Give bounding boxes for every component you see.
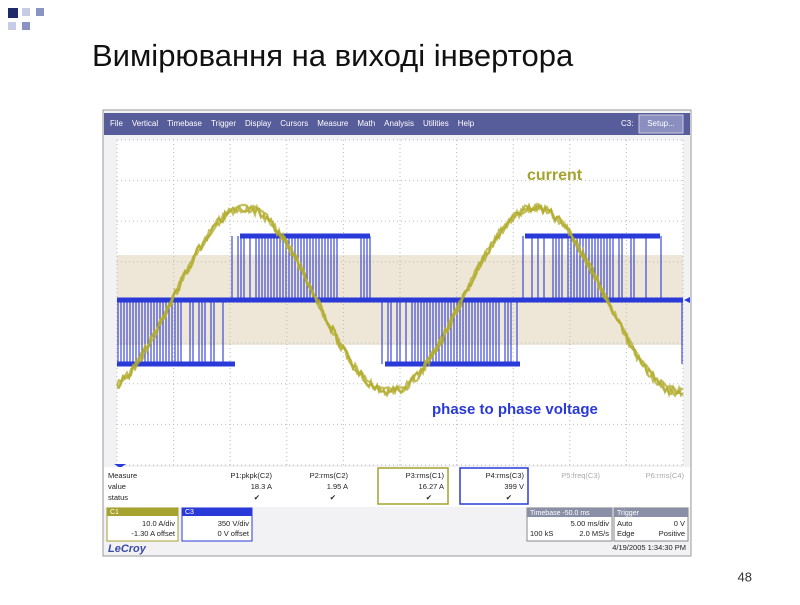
measure-row-label: status bbox=[108, 493, 128, 502]
c3-header bbox=[182, 508, 252, 516]
timebase-samples: 100 kS bbox=[530, 529, 553, 538]
decor bbox=[8, 8, 44, 30]
menu-item[interactable]: Display bbox=[245, 119, 271, 128]
menu-item[interactable]: Timebase bbox=[167, 119, 202, 128]
measure-row-label: Measure bbox=[108, 471, 137, 480]
c1-header bbox=[107, 508, 178, 516]
trigger-level: 0 V bbox=[674, 519, 685, 528]
trigger-mode: Auto bbox=[617, 519, 632, 528]
param-value: 18.3 A bbox=[251, 482, 272, 491]
c1-offset: -1.30 A offset bbox=[131, 529, 176, 538]
p4-box bbox=[459, 467, 529, 505]
measure-row-label: value bbox=[108, 482, 126, 491]
param-name: P6:rms(C4) bbox=[646, 471, 685, 480]
measure-params: P1:pkpk(C2) 18.3 A ✔ P2:rms(C2) 1.95 A ✔ P3:rm… bbox=[230, 471, 684, 502]
c3-name: C3 bbox=[185, 509, 194, 516]
c1-scale: 10.0 A/div bbox=[142, 519, 175, 528]
c3-offset: 0 V offset bbox=[217, 529, 249, 538]
param-value: 1.95 A bbox=[327, 482, 348, 491]
menu-item[interactable]: Vertical bbox=[132, 119, 158, 128]
param-value: 399 V bbox=[504, 482, 524, 491]
brand: LeCroy bbox=[108, 543, 147, 555]
p3-box bbox=[377, 467, 449, 505]
channel-label: C3: bbox=[621, 119, 633, 128]
menu: File Vertical Timebase Trigger Display Cursor… bbox=[110, 119, 475, 128]
slide-title: Вимірювання на виході інвертора bbox=[92, 38, 574, 73]
menu-bar bbox=[104, 113, 690, 135]
param-name: P1:pkpk(C2) bbox=[230, 471, 272, 480]
menu-item[interactable]: Cursors bbox=[280, 119, 308, 128]
waveforms bbox=[115, 202, 684, 399]
timebase-rate: 2.0 MS/s bbox=[579, 529, 609, 538]
param-name: P2:rms(C2) bbox=[310, 471, 349, 480]
c1-name: C1 bbox=[110, 509, 119, 516]
measure-row-labels: Measure value status bbox=[108, 471, 137, 502]
setup-button-label[interactable]: Setup... bbox=[647, 119, 675, 128]
param-name: P3:rms(C1) bbox=[406, 471, 445, 480]
param-status: ✔ bbox=[426, 493, 432, 502]
voltage-levels bbox=[117, 233, 683, 367]
menu-item[interactable]: Math bbox=[357, 119, 375, 128]
param-status: ✔ bbox=[254, 493, 260, 502]
param-value: 16.27 A bbox=[419, 482, 444, 491]
timebase-header bbox=[527, 508, 612, 517]
timebase-label: Timebase -50.0 ms bbox=[530, 510, 590, 517]
trigger-type: Edge bbox=[617, 529, 635, 538]
menu-item[interactable]: Utilities bbox=[423, 119, 449, 128]
trigger-header bbox=[614, 508, 688, 517]
trigger-slope: Positive bbox=[659, 529, 685, 538]
param-name: P4:rms(C3) bbox=[486, 471, 525, 480]
menu-item[interactable]: File bbox=[110, 119, 123, 128]
annotation-current: current bbox=[527, 167, 583, 184]
menu-item[interactable]: Analysis bbox=[384, 119, 414, 128]
measure-panel bbox=[104, 467, 690, 507]
level-marker bbox=[684, 297, 690, 303]
menu-item[interactable]: Trigger bbox=[211, 119, 236, 128]
param-status: ✔ bbox=[330, 493, 336, 502]
menu-item[interactable]: Help bbox=[458, 119, 475, 128]
param-name: P5:freq(C3) bbox=[561, 471, 600, 480]
param-status: ✔ bbox=[506, 493, 512, 502]
trigger-label: Trigger bbox=[617, 510, 640, 517]
menu-item[interactable]: Measure bbox=[317, 119, 349, 128]
timestamp: 4/19/2005 1:34:30 PM bbox=[612, 543, 686, 552]
c3-scale: 350 V/div bbox=[218, 519, 250, 528]
setup-button[interactable] bbox=[638, 114, 684, 134]
page-number: 48 bbox=[738, 569, 752, 584]
trigger-marker bbox=[114, 464, 126, 468]
current-trace bbox=[116, 202, 684, 398]
annotation-voltage: phase to phase voltage bbox=[432, 401, 598, 418]
timebase-scale: 5.00 ms/div bbox=[571, 519, 610, 528]
